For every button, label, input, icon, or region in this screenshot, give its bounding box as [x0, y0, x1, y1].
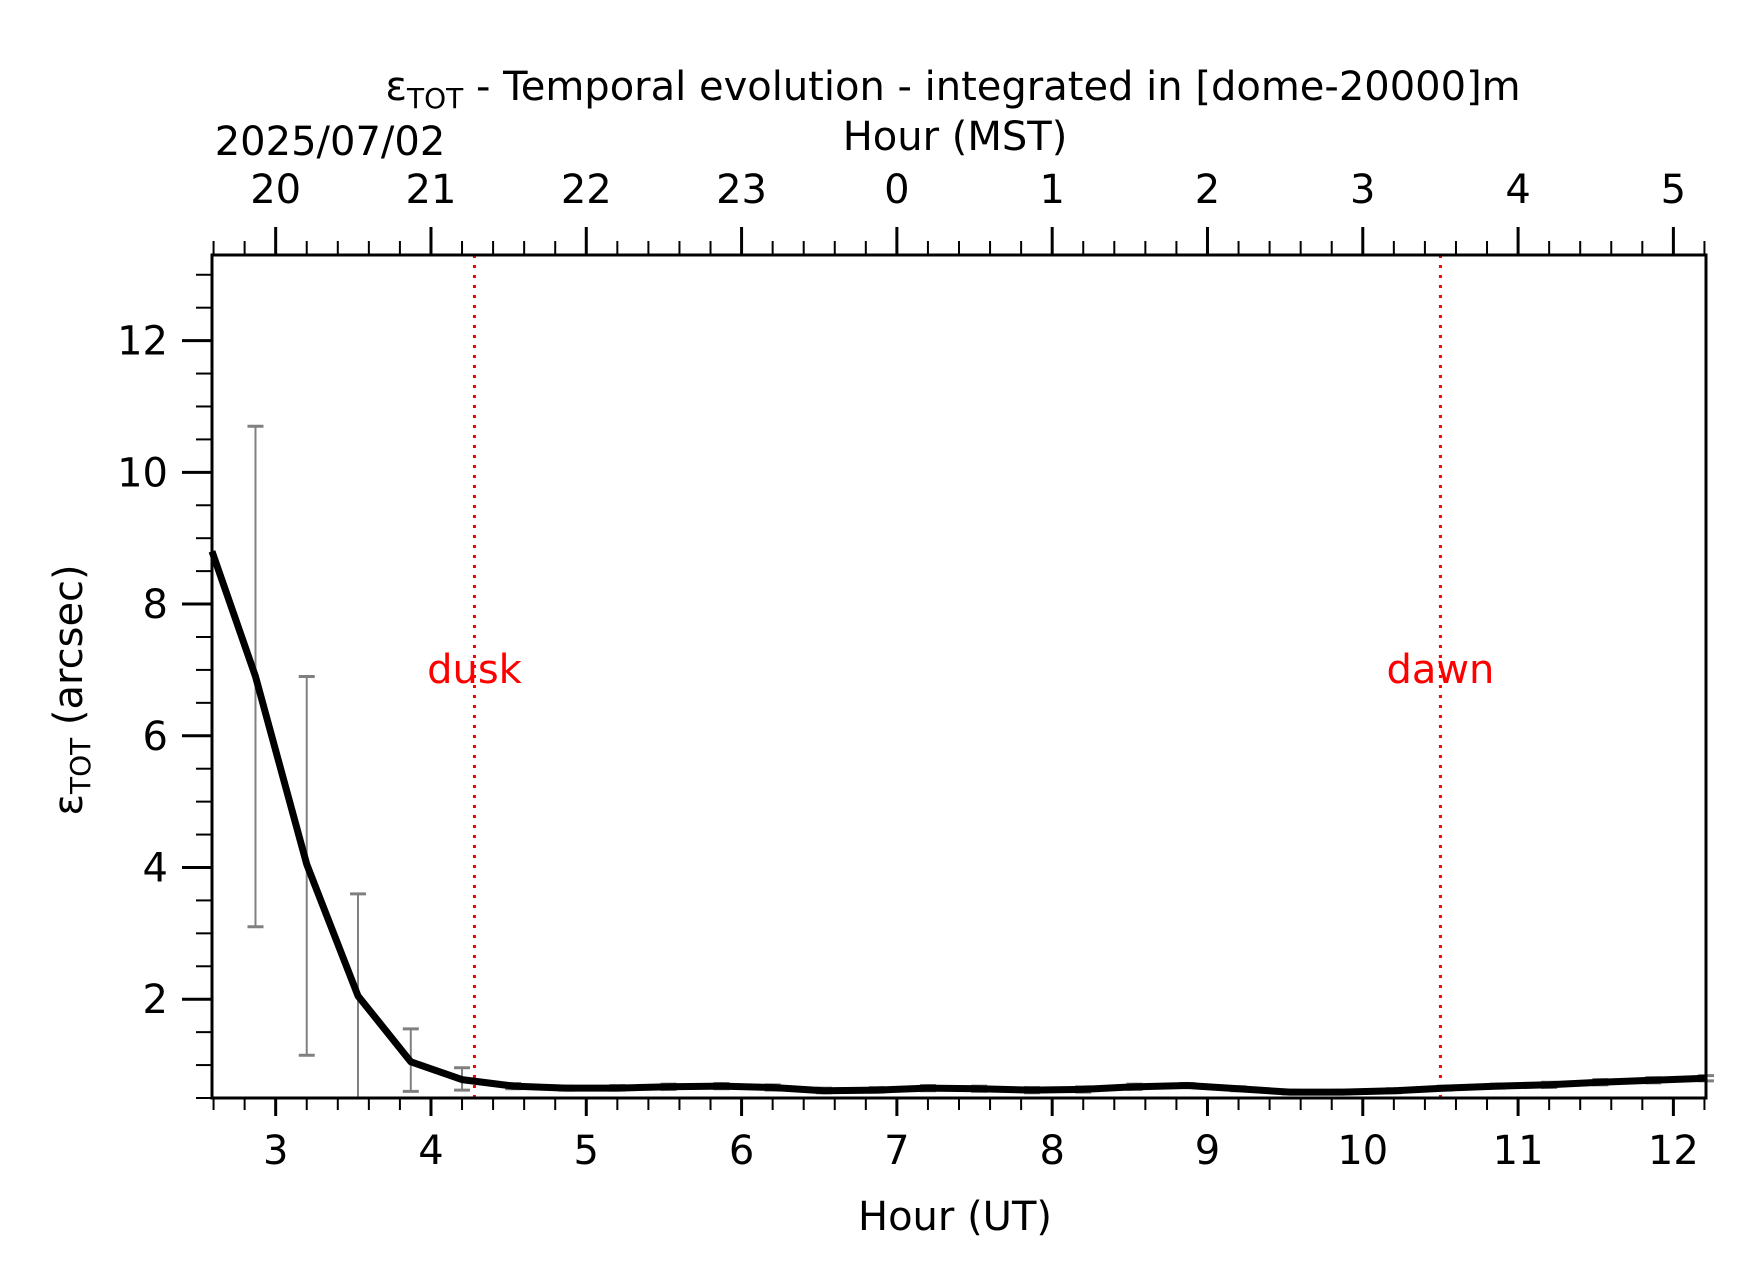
series-line — [208, 550, 1707, 1096]
svg-text:εTOT - Temporal evolution - in: εTOT - Temporal evolution - integrated i… — [385, 64, 1520, 115]
top-tick-label: 22 — [561, 167, 612, 213]
x-tick-label: 6 — [729, 1128, 754, 1174]
top-tick-label: 0 — [884, 167, 909, 213]
x-tick-label: 12 — [1648, 1128, 1699, 1174]
top-tick-label: 2 — [1195, 167, 1220, 213]
y-tick-label: 12 — [117, 319, 168, 365]
top-tick-label: 3 — [1350, 167, 1375, 213]
svg-text:εTOT (arcsec): εTOT (arcsec) — [46, 564, 97, 815]
x-axis-label: Hour (UT) — [858, 1194, 1052, 1240]
top-tick-label: 1 — [1039, 167, 1064, 213]
x-tick-label: 8 — [1039, 1128, 1064, 1174]
y-tick-label: 4 — [143, 845, 168, 891]
y-tick-label: 10 — [117, 450, 168, 496]
x-tick-label: 3 — [263, 1128, 288, 1174]
top-tick-label: 20 — [250, 167, 301, 213]
top-tick-label: 5 — [1661, 167, 1686, 213]
top-tick-label: 21 — [406, 167, 457, 213]
plot-area — [210, 253, 1708, 1100]
ylabel-symbol: ε — [46, 794, 92, 816]
y-tick-label: 8 — [143, 582, 168, 628]
title-rest: - Temporal evolution - integrated in [do… — [463, 64, 1520, 110]
x-tick-label: 10 — [1337, 1128, 1388, 1174]
ylabel-subscript: TOT — [64, 737, 97, 795]
x-tick-label: 5 — [574, 1128, 599, 1174]
title-subscript: TOT — [406, 82, 464, 115]
ylabel-rest: (arcsec) — [46, 564, 92, 737]
date-label: 2025/07/02 — [215, 119, 446, 165]
x-tick-label: 7 — [884, 1128, 909, 1174]
y-tick-label: 6 — [143, 714, 168, 760]
dawn-label: dawn — [1386, 647, 1494, 693]
dusk-label: dusk — [427, 647, 523, 693]
top-tick-label: 23 — [716, 167, 767, 213]
x-tick-label: 4 — [418, 1128, 443, 1174]
x-tick-label: 11 — [1493, 1128, 1544, 1174]
top-tick-label: 4 — [1505, 167, 1530, 213]
title-symbol: ε — [385, 64, 407, 110]
top-axis-label: Hour (MST) — [843, 114, 1068, 160]
y-axis-label: εTOT (arcsec) — [46, 564, 97, 815]
y-tick-label: 2 — [143, 977, 168, 1023]
x-tick-label: 9 — [1195, 1128, 1220, 1174]
chart-title: εTOT - Temporal evolution - integrated i… — [385, 64, 1520, 115]
